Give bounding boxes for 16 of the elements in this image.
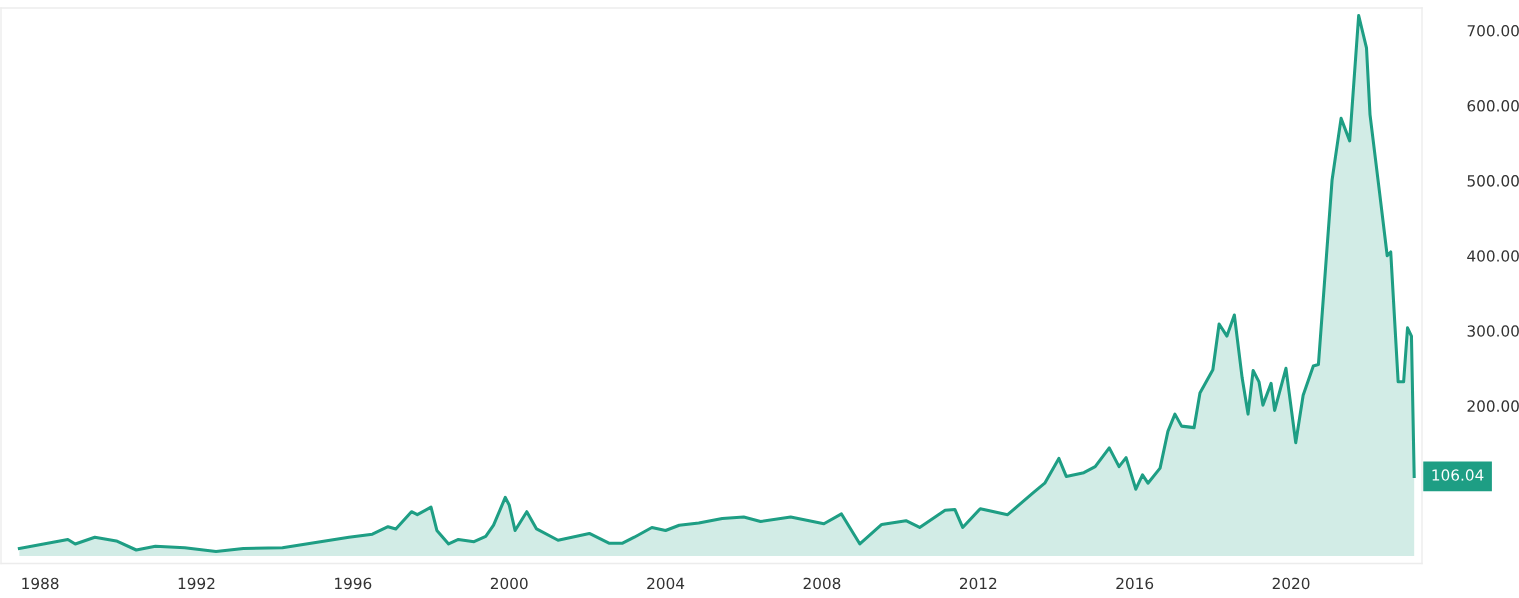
x-tick-label: 2008: [803, 577, 841, 590]
y-tick-label: 700.00: [1467, 24, 1519, 37]
annotation: 106.04: [1432, 469, 1484, 481]
x-tick-label: 1992: [178, 577, 215, 590]
x-tick-label: 1996: [335, 577, 372, 590]
y-tick-label: 600.00: [1467, 100, 1519, 112]
y-tick-label: 300.00: [1467, 325, 1519, 337]
x-tick-label: 2016: [1116, 577, 1154, 590]
x-tick-label: 2004: [647, 577, 685, 590]
x-tick-label: 1988: [22, 577, 59, 590]
x-tick-label: 2020: [1272, 577, 1310, 590]
y-tick-label: 200.00: [1467, 400, 1519, 412]
x-tick-label: 2012: [959, 577, 997, 590]
x-tick-label: 2000: [490, 577, 528, 590]
y-tick-label: 500.00: [1467, 175, 1519, 187]
y-tick-label: 400.00: [1467, 250, 1519, 262]
